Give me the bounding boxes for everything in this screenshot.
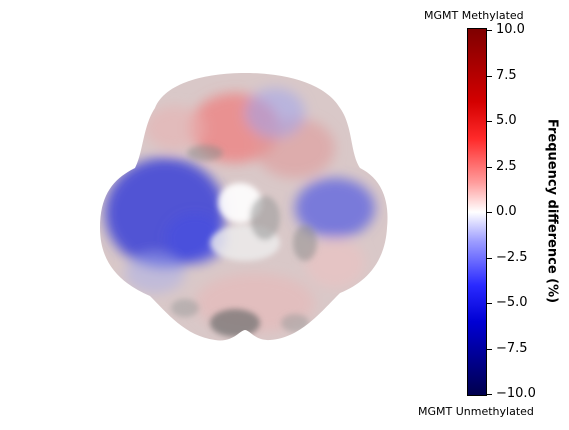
colorbar-tick bbox=[487, 303, 492, 304]
colorbar-tick-label: −5.0 bbox=[496, 295, 528, 310]
colorbar bbox=[467, 28, 487, 396]
colorbar-tick-label: 2.5 bbox=[496, 159, 517, 174]
colorbar-tick bbox=[487, 30, 492, 31]
colorbar-tick-label: 5.0 bbox=[496, 113, 517, 128]
colorbar-tick-label: 7.5 bbox=[496, 68, 517, 83]
colorbar-tick-label: −2.5 bbox=[496, 250, 528, 265]
colorbar-tick-label: −10.0 bbox=[496, 386, 536, 401]
colorbar-tick bbox=[487, 258, 492, 259]
colorbar-tick bbox=[487, 349, 492, 350]
colorbar-tick bbox=[487, 212, 492, 213]
brain-map bbox=[95, 68, 395, 348]
colorbar-tick bbox=[487, 121, 492, 122]
brain-slice-image bbox=[100, 73, 388, 341]
colorbar-tick bbox=[487, 76, 492, 77]
colorbar-title: Frequency difference (%) bbox=[544, 118, 560, 304]
colorbar-tick-label: 10.0 bbox=[496, 22, 525, 37]
colorbar-tick bbox=[487, 167, 492, 168]
colorbar-tick-label: −7.5 bbox=[496, 341, 528, 356]
methylated-label: MGMT Methylated bbox=[424, 9, 524, 22]
colorbar-tick bbox=[487, 394, 492, 395]
unmethylated-label: MGMT Unmethylated bbox=[418, 405, 534, 418]
colorbar-tick-label: 0.0 bbox=[496, 204, 517, 219]
